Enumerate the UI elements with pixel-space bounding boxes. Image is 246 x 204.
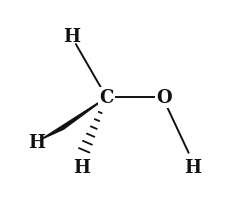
Text: H: H [28, 134, 46, 152]
Text: H: H [74, 158, 91, 176]
Polygon shape [41, 98, 107, 140]
Text: O: O [156, 89, 172, 107]
Text: C: C [99, 89, 114, 107]
Text: H: H [184, 158, 201, 176]
Text: H: H [63, 28, 80, 46]
